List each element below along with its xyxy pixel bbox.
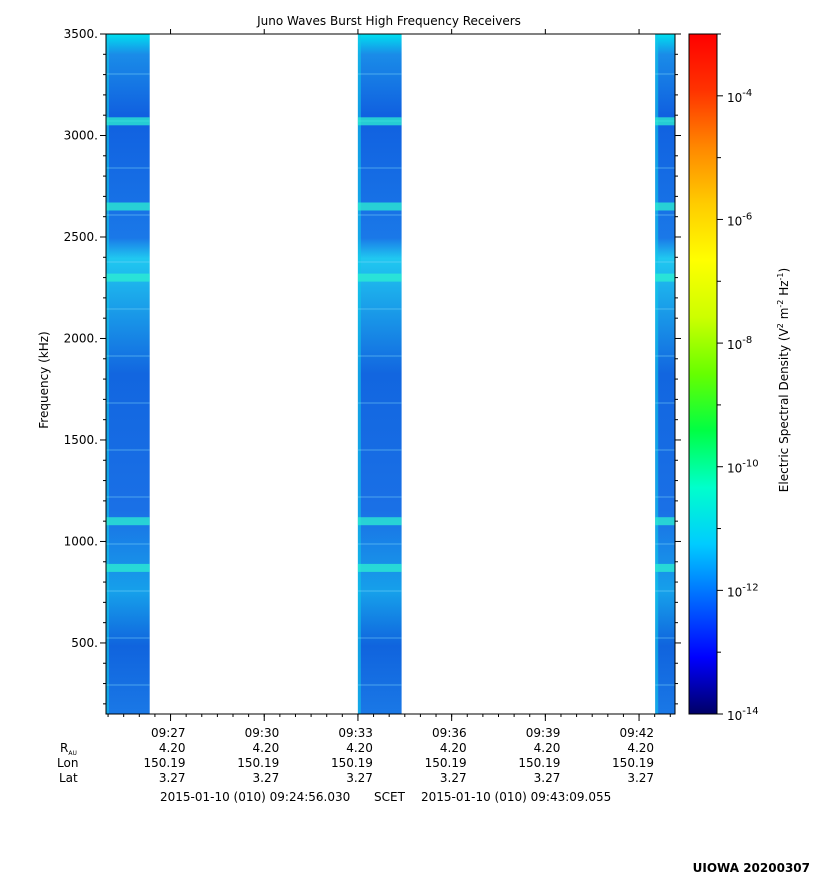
enhanced-bands	[106, 117, 675, 572]
colorbar: 10-4 10-6 10-8 10-10 10-12 10-14	[688, 33, 759, 723]
colorbar-tick-label: 10-14	[727, 706, 759, 723]
ephem-label-r: RAU	[60, 741, 77, 757]
ephem-value-lat: 3.27	[253, 771, 280, 785]
burst-edge	[655, 34, 659, 714]
y-tick-label: 3000.	[64, 128, 98, 142]
time-range-end: 2015-01-10 (010) 09:43:09.055	[421, 790, 611, 804]
y-tick-label: 500.	[71, 636, 98, 650]
ephem-value-r: 4.20	[440, 741, 467, 755]
colorbar-tick-label: 10-10	[727, 459, 759, 476]
burst-column-2	[357, 34, 402, 714]
burst-columns	[106, 34, 675, 714]
ephem-value-lon: 150.19	[144, 756, 186, 770]
ephem-value-lon: 150.19	[612, 756, 654, 770]
ephem-label-lat: Lat	[59, 771, 78, 785]
y-tick-label: 1000.	[64, 534, 98, 548]
time-range-scet: SCET	[374, 790, 406, 804]
colorbar-tick-label: 10-8	[727, 335, 752, 352]
enhanced-band	[655, 202, 675, 211]
enhanced-band	[655, 117, 675, 126]
colorbar-label-main: Electric Spectral Density (V	[777, 327, 791, 492]
ephem-value-r: 4.20	[253, 741, 280, 755]
chart-title: Juno Waves Burst High Frequency Receiver…	[256, 14, 521, 28]
burst-edge	[106, 34, 109, 714]
burst-column-1	[106, 34, 150, 714]
enhanced-band	[106, 517, 150, 526]
y-axis: 500. 1000. 1500. 2000. 2500. 3000. 3500.	[64, 27, 681, 705]
ephem-label-lon: Lon	[57, 756, 78, 770]
ephem-value-lat: 3.27	[346, 771, 373, 785]
footer-tag: UIOWA 20200307	[693, 861, 810, 875]
y-tick-label: 1500.	[64, 433, 98, 447]
time-range-start: 2015-01-10 (010) 09:24:56.030	[160, 790, 350, 804]
colorbar-tick-label: 10-6	[727, 211, 752, 228]
x-tick-label: 09:33	[338, 726, 373, 740]
enhanced-band	[357, 517, 402, 526]
ephem-value-lon: 150.19	[518, 756, 560, 770]
enhanced-band	[357, 273, 402, 282]
ephem-value-lat: 3.27	[440, 771, 467, 785]
enhanced-band	[357, 563, 402, 572]
enhanced-band	[106, 117, 150, 126]
colorbar-label: Electric Spectral Density (V2 m-2 Hz-1)	[776, 268, 791, 492]
enhanced-band	[655, 563, 675, 572]
y-axis-label: Frequency (kHz)	[37, 331, 51, 428]
ephem-value-r: 4.20	[346, 741, 373, 755]
x-tick-label: 09:36	[432, 726, 467, 740]
x-tick-label: 09:42	[619, 726, 654, 740]
ephem-value-r: 4.20	[534, 741, 561, 755]
ephem-value-lat: 3.27	[627, 771, 654, 785]
plot-area	[105, 33, 676, 715]
ephem-value-lon: 150.19	[425, 756, 467, 770]
ephemeris-table: RAU Lon Lat 4.20150.193.274.20150.193.27…	[57, 741, 654, 785]
enhanced-band	[655, 273, 675, 282]
time-range-label: 2015-01-10 (010) 09:24:56.030 SCET 2015-…	[160, 790, 611, 804]
y-tick-label: 2000.	[64, 331, 98, 345]
enhanced-band	[655, 517, 675, 526]
enhanced-band	[357, 117, 402, 126]
ephem-label-r-sub: AU	[68, 750, 77, 757]
ephem-value-r: 4.20	[627, 741, 654, 755]
x-axis: 09:27 09:30 09:33 09:36 09:39 09:42	[107, 29, 671, 740]
colorbar-tick-label: 10-12	[727, 582, 759, 599]
colorbar-label-exp1: 2	[776, 323, 785, 328]
enhanced-band	[106, 202, 150, 211]
enhanced-band	[106, 273, 150, 282]
enhanced-band	[106, 563, 150, 572]
y-tick-label: 2500.	[64, 230, 98, 244]
x-tick-label: 09:39	[526, 726, 561, 740]
colorbar-gradient	[688, 33, 718, 715]
colorbar-tick-label: 10-4	[727, 88, 752, 105]
ephem-value-lon: 150.19	[331, 756, 373, 770]
ephem-value-r: 4.20	[159, 741, 186, 755]
enhanced-band	[357, 202, 402, 211]
ephem-value-lat: 3.27	[534, 771, 561, 785]
burst-edge	[357, 34, 361, 714]
plot-frame	[105, 33, 676, 715]
y-tick-label: 3500.	[64, 27, 98, 41]
ephem-value-lat: 3.27	[159, 771, 186, 785]
x-tick-label: 09:30	[245, 726, 280, 740]
x-tick-label: 09:27	[151, 726, 186, 740]
ephem-value-lon: 150.19	[237, 756, 279, 770]
